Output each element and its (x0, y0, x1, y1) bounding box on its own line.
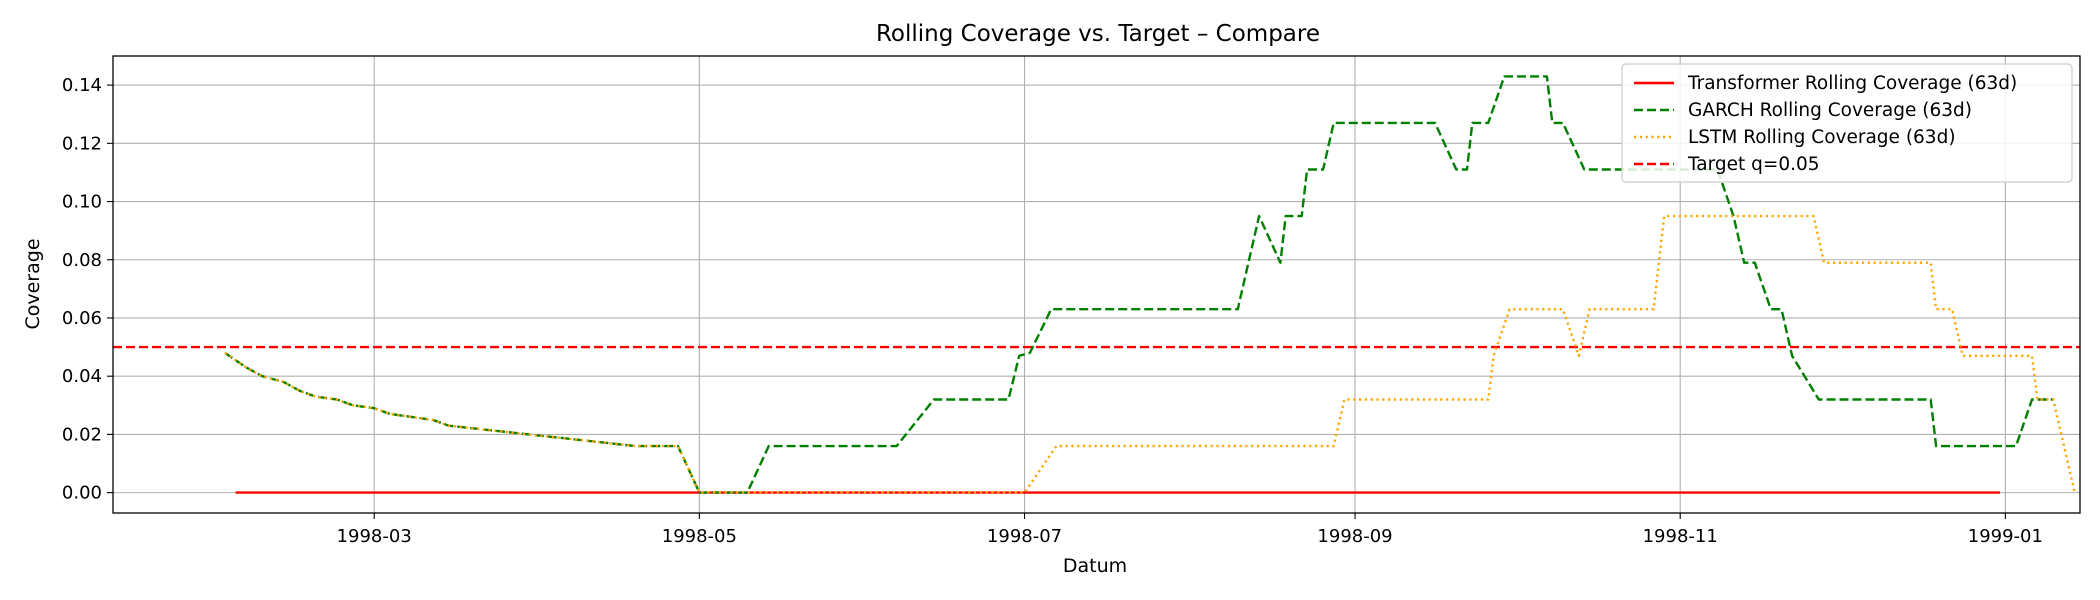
y-tick-label: 0.06 (62, 308, 102, 329)
x-tick-label: 1998-05 (662, 526, 737, 547)
y-tick-label: 0.12 (62, 133, 102, 154)
y-tick-label: 0.08 (62, 250, 102, 271)
y-axis-ticks: 0.00 0.02 0.04 0.06 0.08 0.10 0.12 0.14 (62, 75, 113, 504)
legend-label: LSTM Rolling Coverage (63d) (1688, 127, 1956, 148)
x-tick-label: 1998-03 (337, 526, 412, 547)
legend-label: GARCH Rolling Coverage (63d) (1688, 100, 1972, 121)
x-tick-label: 1998-09 (1317, 526, 1392, 547)
legend-box (1621, 63, 2073, 183)
y-axis-label: Coverage (22, 238, 44, 329)
series-line-2 (224, 214, 2076, 494)
y-tick-label: 0.10 (62, 192, 102, 213)
x-tick-label: 1998-07 (987, 526, 1062, 547)
chart-title: Rolling Coverage vs. Target – Compare (876, 21, 1320, 47)
y-tick-label: 0.02 (62, 424, 102, 445)
series-lines (224, 75, 2076, 494)
legend: Transformer Rolling Coverage (63d) GARCH … (1621, 63, 2073, 183)
legend-label: Target q=0.05 (1687, 154, 1820, 175)
y-tick-label: 0.14 (62, 75, 102, 96)
y-tick-label: 0.00 (62, 483, 102, 504)
x-axis-ticks: 1998-03 1998-05 1998-07 1998-09 1998-11 1999-… (337, 513, 2043, 547)
legend-label: Transformer Rolling Coverage (63d) (1687, 73, 2017, 94)
plot-area-frame (112, 55, 2081, 514)
x-tick-label: 1999-01 (1968, 526, 2043, 547)
x-tick-label: 1998-11 (1643, 526, 1718, 547)
y-tick-label: 0.04 (62, 366, 102, 387)
x-axis-label: Datum (1063, 555, 1127, 577)
